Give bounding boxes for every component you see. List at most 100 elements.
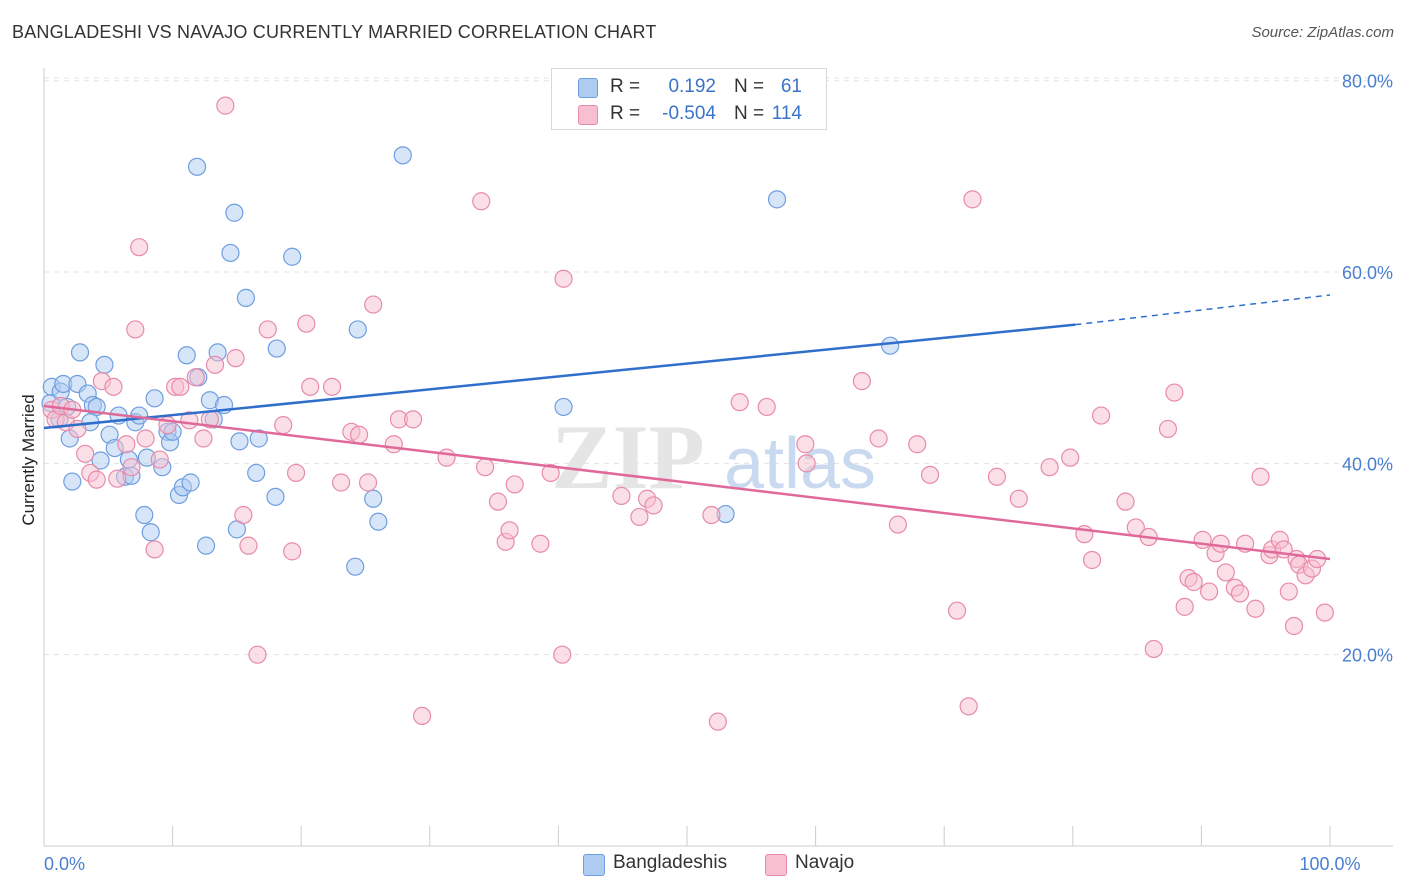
navajo-point <box>186 368 205 387</box>
bangladeshis-trend-line <box>43 323 1076 430</box>
navajo-point <box>322 377 342 396</box>
navajo-point <box>216 96 235 115</box>
navajo-point <box>888 515 908 534</box>
bangladeshis-point <box>767 190 787 209</box>
navajo-point <box>437 448 456 467</box>
navajo-point <box>959 697 978 716</box>
series-swatch-bangladeshis <box>583 854 605 876</box>
bangladeshis-point <box>283 247 302 266</box>
trend-lines <box>43 294 1331 561</box>
navajo-point <box>258 320 277 339</box>
navajo-point <box>1009 489 1028 508</box>
bangladeshis-point <box>247 463 266 483</box>
series-label-bangladeshis: Bangladeshis <box>613 852 728 873</box>
navajo-point <box>384 435 403 454</box>
legend-row-bangladeshis: R = 0.192 N = 61 <box>552 74 826 100</box>
navajo-point <box>630 507 649 527</box>
series-label-navajo: Navajo <box>795 852 855 873</box>
navajo-point <box>349 425 369 444</box>
y-tick-label: 80.0% <box>1342 72 1393 92</box>
navajo-point <box>248 645 267 664</box>
legend-swatch-bangladeshis <box>578 78 598 98</box>
bangladeshis-point <box>369 512 388 531</box>
navajo-point <box>987 467 1007 486</box>
bangladeshis-point <box>196 536 216 555</box>
bangladeshis-point <box>91 451 110 470</box>
series-swatch-navajo <box>765 854 787 876</box>
legend-n-value: 61 <box>780 76 802 97</box>
navajo-point <box>1082 550 1102 570</box>
legend-n-label: N = <box>734 103 765 124</box>
legend-r-label: R = <box>610 103 641 124</box>
navajo-point <box>226 349 245 368</box>
bangladeshis-point <box>230 432 249 451</box>
navajo-point <box>117 435 136 454</box>
correlation-legend: R = 0.192 N = 61 R = -0.504 N = 114 <box>551 68 827 130</box>
navajo-point <box>403 410 423 429</box>
navajo-point <box>412 706 432 726</box>
navajo-point <box>553 645 572 664</box>
navajo-point <box>1144 639 1163 659</box>
legend-swatch-navajo <box>578 105 598 125</box>
navajo-point <box>358 473 378 492</box>
navajo-point <box>145 540 164 559</box>
ticks: 20.0% 40.0% 60.0% 80.0% 0.0% 100.0% <box>44 72 1393 874</box>
navajo-point <box>126 320 145 339</box>
navajo-point <box>505 475 524 494</box>
navajo-point <box>1184 572 1203 592</box>
navajo-point <box>76 444 95 463</box>
navajo-point <box>612 486 631 505</box>
navajo-point <box>1040 458 1059 477</box>
navajo-point <box>708 712 727 731</box>
legend-r-label: R = <box>610 76 641 97</box>
navajo-point <box>171 377 190 396</box>
navajo-point <box>500 521 519 540</box>
bangladeshis-trend-extension <box>1075 294 1331 326</box>
navajo-points <box>42 96 1334 731</box>
navajo-point <box>274 416 293 435</box>
bangladeshis-point <box>393 146 412 165</box>
navajo-point <box>1193 530 1212 549</box>
navajo-point <box>205 355 225 374</box>
bangladeshis-point <box>141 523 160 542</box>
navajo-point <box>301 377 320 396</box>
navajo-point <box>108 469 127 488</box>
bangladeshis-point <box>249 429 268 448</box>
series-legend: Bangladeshis Navajo <box>0 852 1406 878</box>
legend-r-value: 0.192 <box>668 76 716 97</box>
navajo-point <box>1216 563 1235 582</box>
bangladeshis-point <box>346 557 365 576</box>
legend-row-navajo: R = -0.504 N = 114 <box>552 101 826 127</box>
navajo-point <box>1116 492 1135 511</box>
legend-r-value: -0.504 <box>662 103 716 124</box>
legend-n-label: N = <box>734 76 765 97</box>
navajo-point <box>920 465 940 484</box>
axes <box>43 68 1393 847</box>
navajo-point <box>194 429 213 448</box>
navajo-point <box>1279 582 1298 601</box>
navajo-point <box>1091 406 1111 425</box>
navajo-point <box>1175 597 1194 616</box>
navajo-point <box>472 192 491 211</box>
navajo-point <box>331 473 351 492</box>
navajo-point <box>239 536 258 555</box>
navajo-point <box>1165 383 1184 402</box>
x-tick-label: 0.0% <box>44 854 85 874</box>
navajo-point <box>475 458 495 477</box>
navajo-point <box>796 435 815 454</box>
bangladeshis-point <box>236 288 256 307</box>
navajo-point <box>283 542 302 561</box>
navajo-point <box>1211 534 1230 553</box>
navajo-point <box>1251 467 1270 486</box>
navajo-point <box>797 454 816 473</box>
bangladeshis-point <box>348 320 367 339</box>
navajo-point <box>122 458 141 477</box>
navajo-point <box>963 190 982 209</box>
chart-title: BANGLADESHI VS NAVAJO CURRENTLY MARRIED … <box>12 22 657 42</box>
watermark: ZIP atlas <box>551 406 876 508</box>
navajo-point <box>531 534 550 553</box>
gridlines <box>44 77 1393 656</box>
y-axis-label: Currently Married <box>19 394 38 525</box>
navajo-point <box>702 505 721 525</box>
bangladeshis-point <box>267 339 286 358</box>
